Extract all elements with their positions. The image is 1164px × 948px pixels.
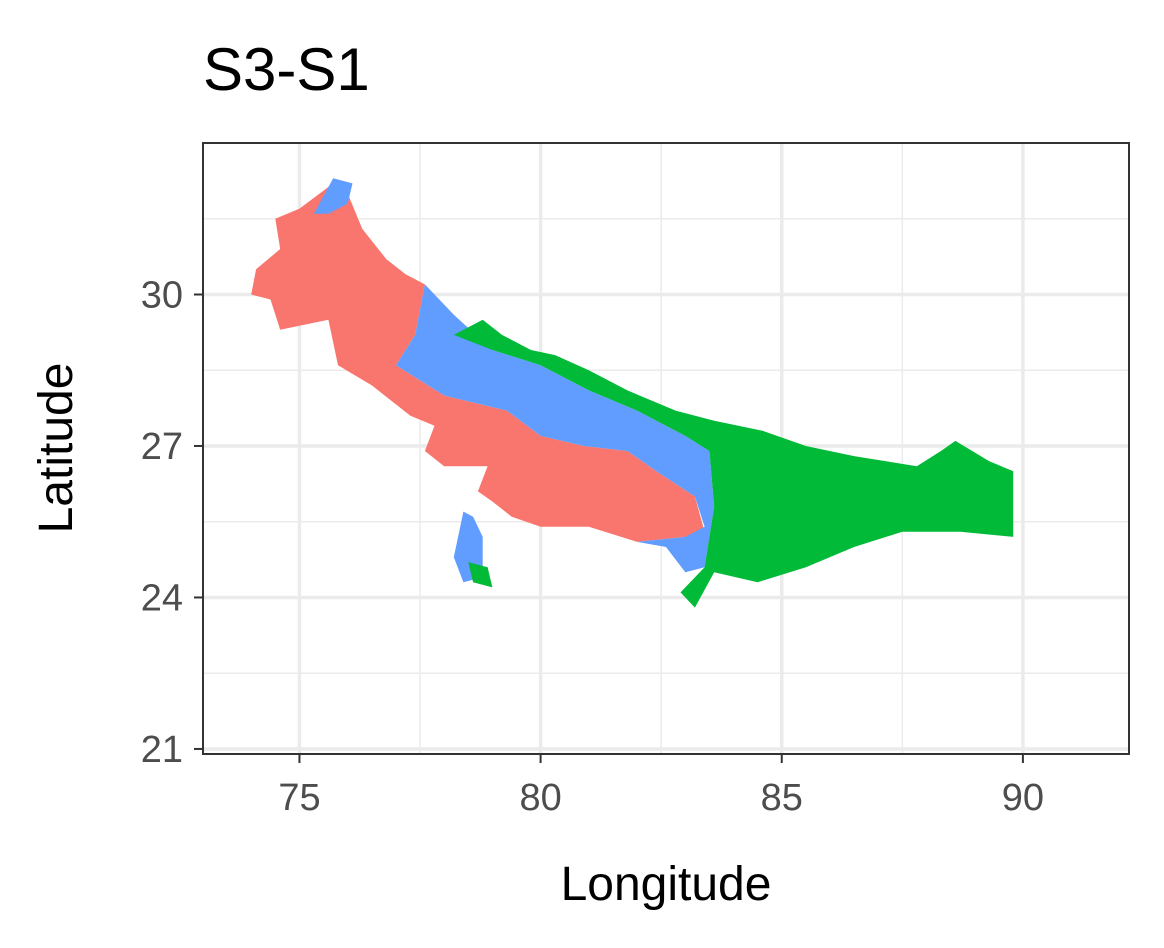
y-tick-label: 27 [141, 426, 183, 468]
region-red [251, 183, 705, 542]
x-tick-label: 80 [519, 777, 561, 819]
x-axis-title: Longitude [561, 858, 772, 911]
region-blue [313, 178, 353, 214]
x-tick-label: 85 [761, 777, 803, 819]
plot-panel-border [202, 142, 1130, 755]
y-tick-label: 30 [141, 274, 183, 316]
chart-title: S3-S1 [203, 36, 370, 103]
region-green [453, 319, 1014, 608]
y-tick-label: 21 [141, 729, 183, 771]
axes: 75 80 85 90 21 24 27 30 [141, 274, 1044, 819]
raster-regions [251, 178, 1014, 608]
region-green [468, 562, 493, 588]
x-tick-label: 75 [278, 777, 320, 819]
region-blue [395, 284, 715, 573]
y-tick-label: 24 [141, 577, 183, 619]
x-tick-label: 90 [1002, 777, 1044, 819]
y-axis-title: Latitude [30, 363, 83, 534]
